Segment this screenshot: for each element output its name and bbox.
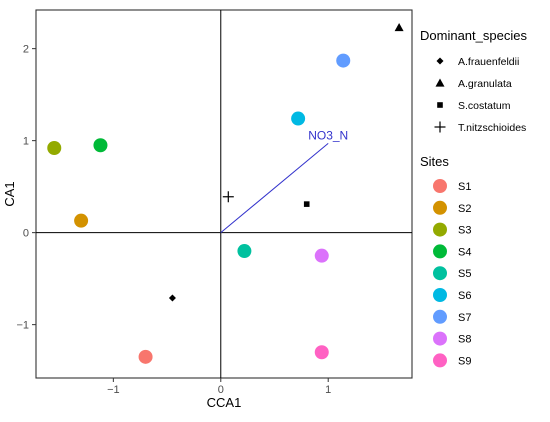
legend-sites: Sites S1 S2 S3 S4 S5 S6 S7 S8 S9 [420, 154, 471, 368]
legend-site-key [433, 222, 447, 237]
y-tick-label: 1 [23, 136, 29, 148]
legend-site-key [433, 353, 447, 368]
legend-species-label: A.frauenfeldii [458, 56, 519, 68]
y-tick-label: 0 [23, 228, 29, 240]
legend-site-label: S9 [458, 355, 471, 367]
x-axis-title: CCA1 [207, 395, 242, 410]
plot-panel: NO3_N [35, 9, 413, 379]
legend-site-label: S3 [458, 225, 471, 237]
legend-species-title: Dominant_species [420, 28, 527, 43]
legend-site-label: S1 [458, 181, 471, 193]
panel-border [35, 9, 413, 379]
species-point-a-frauenfeldii [168, 294, 176, 302]
vector-label: NO3_N [308, 128, 348, 142]
site-point-s8 [314, 248, 329, 263]
x-tick-label: −1 [107, 384, 120, 396]
legend-site-key [433, 331, 447, 346]
legend-site-label: S2 [458, 203, 471, 215]
legend-site-label: S8 [458, 334, 471, 346]
legend-species-key [437, 102, 443, 108]
legend-species-label: S.costatum [458, 100, 511, 112]
species-point-t-nitzschioides [222, 191, 234, 203]
site-point-s5 [237, 244, 252, 259]
vector-no3-n [220, 143, 329, 234]
y-tick-label: 2 [23, 44, 29, 56]
legend-site-label: S4 [458, 246, 471, 258]
x-tick-label: 1 [325, 384, 331, 396]
legend-site-key [433, 200, 447, 215]
legend-site-key [433, 244, 447, 259]
y-axis-title: CA1 [2, 181, 17, 206]
legend-species-label: T.nitzschioides [458, 122, 526, 134]
legend-species-key [436, 57, 444, 65]
legend-sites-title: Sites [420, 154, 449, 169]
site-point-s9 [314, 345, 329, 360]
legend-site-key [433, 309, 447, 324]
legend-species-key [435, 78, 445, 87]
legend-dominant-species: Dominant_species A.frauenfeldii A.granula… [420, 28, 527, 134]
legend-site-key [433, 266, 447, 281]
site-point-s1 [138, 349, 153, 364]
legend-species-label: A.granulata [458, 78, 512, 90]
legend-site-label: S7 [458, 312, 471, 324]
site-point-s7 [336, 53, 351, 68]
species-point-s-costatum [303, 201, 310, 207]
x-tick-label: 0 [218, 384, 224, 396]
y-tick-label: −1 [16, 320, 29, 332]
legend-site-label: S6 [458, 290, 471, 302]
legend-site-key [433, 288, 447, 302]
axes: −1 0 1 −1 0 1 2 [16, 44, 331, 396]
site-point-s4 [93, 138, 108, 153]
legend-site-key [433, 179, 447, 193]
site-point-s2 [74, 213, 89, 228]
species-point-a-granulata [394, 22, 404, 32]
site-point-s6 [291, 111, 306, 126]
site-point-s3 [47, 141, 62, 155]
legend-species-key [434, 121, 446, 133]
legend-site-label: S5 [458, 268, 471, 280]
